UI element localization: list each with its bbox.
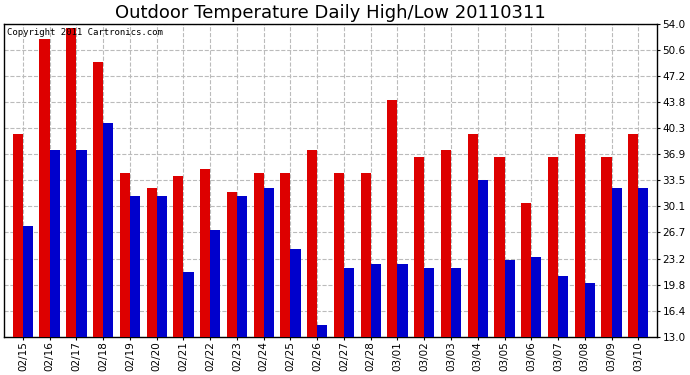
Bar: [344, 268, 354, 337]
Bar: [414, 158, 424, 337]
Bar: [334, 172, 344, 337]
Bar: [146, 188, 157, 337]
Bar: [290, 249, 301, 337]
Bar: [39, 39, 50, 337]
Bar: [307, 150, 317, 337]
Bar: [602, 158, 611, 337]
Bar: [361, 172, 371, 337]
Title: Outdoor Temperature Daily High/Low 20110311: Outdoor Temperature Daily High/Low 20110…: [115, 4, 546, 22]
Bar: [50, 150, 60, 337]
Bar: [521, 203, 531, 337]
Bar: [575, 135, 585, 337]
Bar: [280, 172, 290, 337]
Bar: [397, 264, 408, 337]
Bar: [477, 180, 488, 337]
Bar: [531, 256, 542, 337]
Bar: [93, 62, 104, 337]
Bar: [12, 135, 23, 337]
Bar: [638, 188, 649, 337]
Bar: [504, 260, 515, 337]
Bar: [227, 192, 237, 337]
Bar: [451, 268, 461, 337]
Bar: [424, 268, 435, 337]
Bar: [173, 177, 184, 337]
Bar: [157, 195, 167, 337]
Bar: [264, 188, 274, 337]
Bar: [66, 27, 77, 337]
Bar: [628, 135, 638, 337]
Bar: [494, 158, 504, 337]
Bar: [585, 284, 595, 337]
Bar: [317, 326, 327, 337]
Bar: [210, 230, 220, 337]
Bar: [130, 195, 140, 337]
Bar: [387, 100, 397, 337]
Bar: [200, 169, 210, 337]
Bar: [23, 226, 33, 337]
Bar: [548, 158, 558, 337]
Bar: [371, 264, 381, 337]
Bar: [77, 150, 86, 337]
Bar: [558, 276, 568, 337]
Text: Copyright 2011 Cartronics.com: Copyright 2011 Cartronics.com: [8, 28, 164, 38]
Bar: [120, 172, 130, 337]
Bar: [104, 123, 113, 337]
Bar: [468, 135, 477, 337]
Bar: [237, 195, 247, 337]
Bar: [253, 172, 264, 337]
Bar: [184, 272, 194, 337]
Bar: [611, 188, 622, 337]
Bar: [441, 150, 451, 337]
